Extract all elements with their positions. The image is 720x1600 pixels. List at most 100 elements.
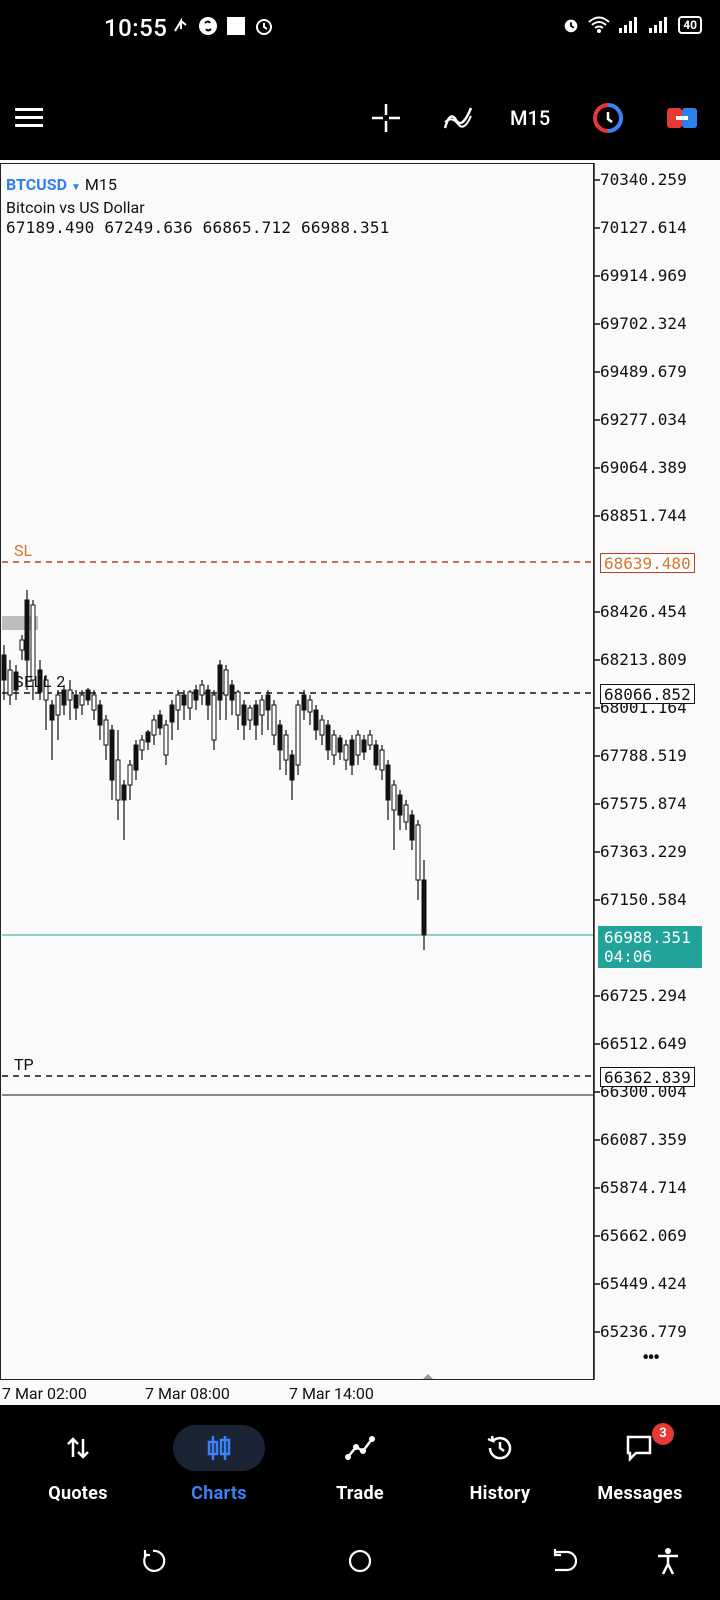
- candle-body: [97, 704, 103, 726]
- indicators-icon[interactable]: [434, 94, 482, 142]
- candle-body: [37, 669, 43, 693]
- price-axis-label: 68426.454: [600, 602, 687, 621]
- candle-body: [421, 879, 427, 936]
- candle-body: [187, 691, 193, 709]
- nav-quotes[interactable]: Quotes: [8, 1405, 148, 1515]
- candle-body: [337, 737, 343, 753]
- candle-body: [235, 691, 241, 716]
- objects-icon[interactable]: [584, 94, 632, 142]
- shazam-icon: [198, 16, 218, 36]
- nav-trade[interactable]: Trade: [290, 1405, 430, 1515]
- trade-toggle-icon[interactable]: [658, 94, 706, 142]
- candle-body: [103, 719, 109, 746]
- wifi-icon: [588, 16, 610, 34]
- candle-body: [49, 704, 55, 721]
- symbol-selector[interactable]: BTCUSD: [6, 175, 67, 194]
- price-axis-label: 67788.519: [600, 746, 687, 765]
- charts-icon: [173, 1425, 265, 1471]
- candle-body: [151, 719, 157, 736]
- nav-history[interactable]: History: [430, 1405, 570, 1515]
- candle-body: [211, 694, 217, 741]
- candle-body: [367, 734, 373, 746]
- candle-body: [205, 689, 211, 706]
- accessibility-icon[interactable]: [648, 1541, 688, 1581]
- candle-body: [289, 754, 295, 781]
- candle-body: [325, 724, 331, 751]
- candle-body: [349, 739, 355, 766]
- nav-label: History: [469, 1483, 531, 1504]
- timeframe-button[interactable]: M15: [510, 106, 551, 130]
- nav-label: Messages: [597, 1483, 683, 1504]
- nav-charts[interactable]: Charts: [149, 1405, 289, 1515]
- price-axis-label: 67150.584: [600, 890, 687, 909]
- price-axis-label: 70340.259: [600, 170, 687, 189]
- candle-body: [163, 724, 169, 756]
- candle-body: [24, 599, 30, 661]
- candle-body: [79, 694, 85, 706]
- candle-body: [397, 794, 403, 816]
- candle-body: [181, 694, 187, 706]
- sl-label: SL: [14, 541, 33, 560]
- candle-body: [241, 704, 247, 726]
- chart-toolbar: M15: [0, 88, 720, 152]
- price-axis-label: 70127.614: [600, 218, 687, 237]
- current-price: 66988.351: [604, 928, 691, 947]
- price-axis-label: 69914.969: [600, 266, 687, 285]
- candle-body: [139, 739, 145, 751]
- status-bar: 10:55 40: [0, 0, 720, 60]
- candle-body: [355, 734, 361, 756]
- price-axis-label: 65449.424: [600, 1274, 687, 1293]
- time-marker-icon: [422, 1374, 434, 1380]
- candle-body: [61, 689, 67, 706]
- alarm-icon: [254, 16, 274, 36]
- candle-body: [55, 694, 61, 716]
- candle-body: [91, 694, 97, 711]
- time-label: 7 Mar 14:00: [289, 1384, 374, 1403]
- candle-body: [13, 671, 19, 691]
- candle-body: [19, 639, 25, 651]
- menu-icon[interactable]: [6, 94, 54, 142]
- candle-body: [409, 814, 415, 841]
- price-axis-label: 67363.229: [600, 842, 687, 861]
- caret-down-icon[interactable]: ▼: [70, 182, 81, 193]
- candle-body: [67, 689, 73, 701]
- ohlc-values: 67189.490 67249.636 66865.712 66988.351: [6, 218, 390, 237]
- quotes-icon: [32, 1425, 124, 1471]
- sell-label: SELL 2: [14, 672, 66, 691]
- price-axis-label: 66512.649: [600, 1034, 687, 1053]
- candle-body: [30, 604, 36, 681]
- messages-badge: 3: [652, 1423, 674, 1445]
- candle-body: [247, 707, 253, 721]
- home-icon[interactable]: [340, 1541, 380, 1581]
- time-label: 7 Mar 02:00: [2, 1384, 87, 1403]
- candle-body: [313, 709, 319, 731]
- more-icon[interactable]: •••: [642, 1346, 660, 1371]
- music-recognition-icon: [172, 17, 190, 35]
- price-axis-label: 65874.714: [600, 1178, 687, 1197]
- candle-body: [259, 699, 265, 716]
- nav-messages[interactable]: 3 Messages: [570, 1405, 710, 1515]
- crosshair-icon[interactable]: [362, 94, 410, 142]
- tp-label: TP: [14, 1055, 34, 1074]
- candle-body: [295, 704, 301, 766]
- candle-body: [301, 694, 307, 711]
- candle-body: [391, 784, 397, 811]
- candle-body: [121, 784, 127, 801]
- candle-body: [253, 704, 259, 726]
- trade-icon: [314, 1425, 406, 1471]
- recents-icon[interactable]: [134, 1541, 174, 1581]
- price-axis-label: 65662.069: [600, 1226, 687, 1245]
- price-axis-label: 68213.809: [600, 650, 687, 669]
- candle-body: [283, 734, 289, 761]
- back-icon[interactable]: [544, 1541, 584, 1581]
- candle-body: [343, 744, 349, 761]
- candle-body: [43, 679, 49, 701]
- candle-body: [217, 664, 223, 701]
- candle-body: [271, 704, 277, 736]
- nav-label: Quotes: [48, 1483, 108, 1504]
- candle-body: [223, 669, 229, 696]
- price-axis-label: 69489.679: [600, 362, 687, 381]
- candle-body: [265, 694, 271, 711]
- candle-body: [145, 731, 151, 743]
- price-axis-label: 68851.744: [600, 506, 687, 525]
